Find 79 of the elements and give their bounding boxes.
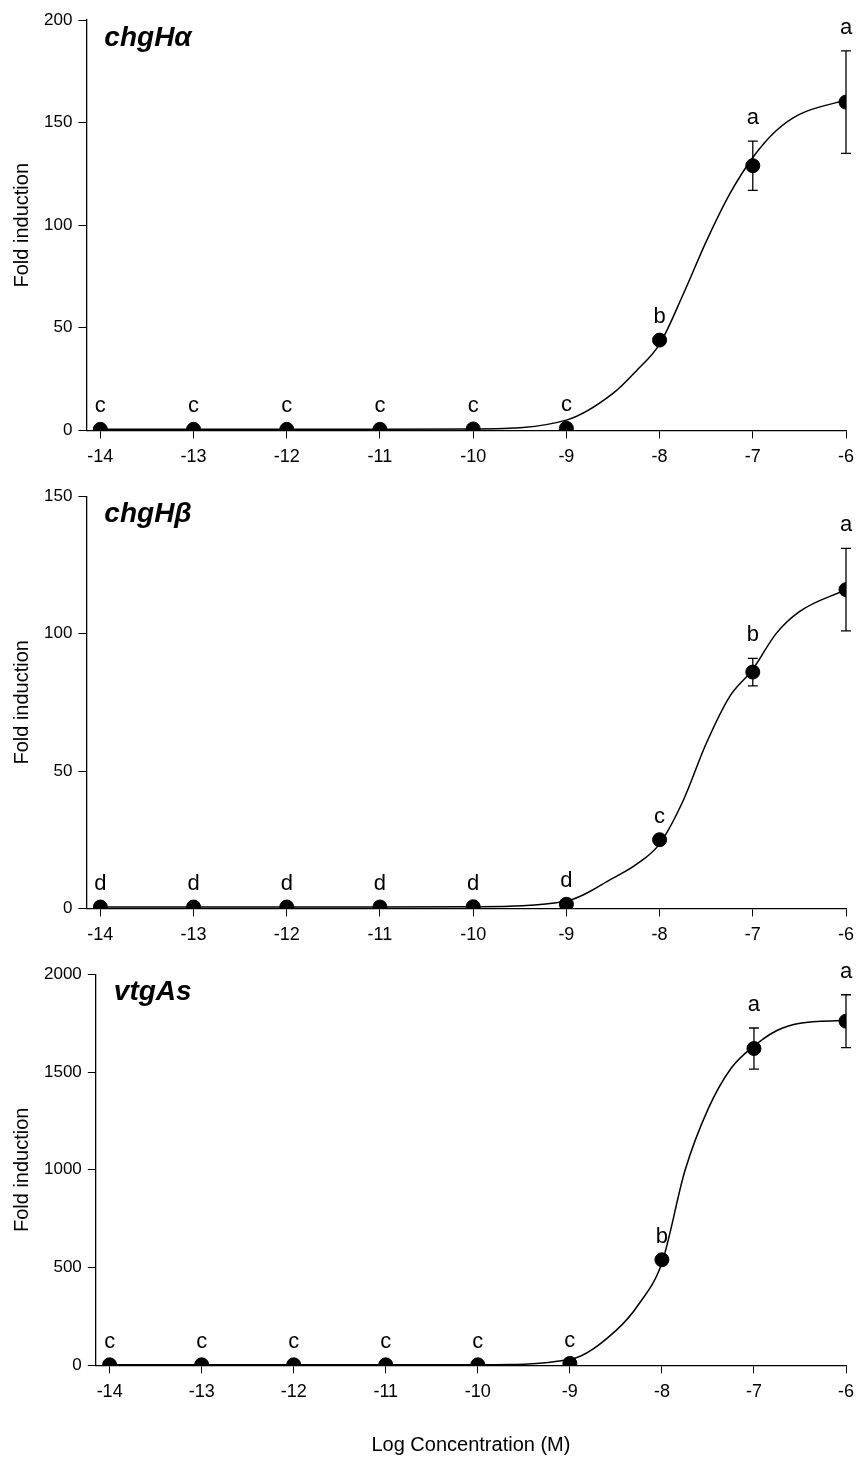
y-tick-label: 0 [62, 898, 73, 918]
annotation: c [281, 392, 293, 418]
y-tick-label: 150 [43, 112, 73, 132]
x-tick-label: -12 [280, 1381, 307, 1402]
x-tick-label: -11 [367, 446, 393, 467]
point [652, 332, 668, 348]
y-axis-title: Fold induction [9, 1107, 32, 1233]
point [745, 664, 761, 680]
annotation: a [839, 957, 853, 983]
y-tick-label: 1500 [43, 1061, 82, 1081]
y-tick-label: 2000 [43, 963, 82, 983]
annotation: d [94, 870, 107, 896]
point [558, 896, 574, 909]
chart-title: chgHβ [104, 496, 192, 528]
x-tick-label: -13 [188, 1381, 215, 1402]
annotation: d [187, 870, 200, 896]
x-tick-label: -13 [180, 446, 207, 467]
y-tick-label: 50 [53, 760, 73, 780]
annotation: c [654, 802, 666, 828]
annotation: a [747, 991, 761, 1017]
annotation: c [188, 392, 200, 418]
x-tick-label: -7 [744, 924, 761, 945]
y-axis-title: Fold induction [9, 640, 32, 765]
annotation: b [653, 303, 666, 329]
x-tick-label: -10 [464, 1381, 491, 1402]
x-tick-label: -12 [273, 924, 300, 945]
x-tick-label: -12 [273, 446, 300, 467]
y-tick-label: 1000 [43, 1159, 82, 1179]
x-tick-label: -6 [837, 924, 855, 945]
y-tick-label: 200 [43, 9, 73, 29]
x-tick-label: -6 [837, 446, 855, 467]
annotation: b [746, 621, 759, 647]
y-axis-title: Fold induction [9, 162, 32, 288]
x-tick-label: -8 [651, 446, 668, 467]
annotation: c [467, 392, 479, 418]
annotation: c [196, 1327, 208, 1353]
annotation: d [560, 867, 573, 893]
x-tick-label: -14 [87, 446, 114, 467]
x-tick-label: -11 [367, 924, 393, 945]
y-tick-label: 0 [72, 1355, 82, 1375]
annotation: c [560, 391, 572, 417]
annotation: c [564, 1326, 576, 1352]
x-tick-label: -9 [558, 446, 575, 467]
chart-title: chgHα [104, 20, 194, 52]
x-tick-label: -7 [744, 446, 761, 467]
point [745, 158, 761, 174]
annotation: c [94, 392, 106, 418]
x-tick-label: -13 [180, 924, 207, 945]
annotation: c [472, 1327, 484, 1353]
annotation: d [373, 870, 387, 896]
annotation: d [467, 869, 480, 895]
x-tick-label: -14 [96, 1381, 123, 1402]
chart-title: vtgAs [113, 974, 192, 1006]
y-tick-label: 500 [53, 1257, 82, 1277]
x-tick-label: -10 [460, 924, 487, 945]
x-axis-title: Log Concentration (M) [371, 1432, 571, 1455]
y-tick-label: 100 [43, 214, 73, 234]
x-tick-label: -11 [373, 1381, 399, 1402]
x-tick-label: -7 [745, 1381, 762, 1402]
y-tick-label: 50 [53, 317, 73, 337]
x-tick-label: -9 [561, 1381, 578, 1402]
annotation: d [280, 870, 293, 896]
x-tick-label: -9 [558, 924, 575, 945]
annotation: a [839, 13, 853, 39]
x-tick-label: -8 [653, 1381, 670, 1402]
x-tick-label: -8 [651, 924, 668, 945]
annotation: b [655, 1222, 669, 1248]
annotation: c [374, 392, 386, 418]
x-tick-label: -6 [837, 1381, 855, 1402]
x-tick-label: -10 [460, 446, 487, 467]
annotation: c [104, 1327, 116, 1353]
annotation: a [746, 104, 760, 130]
annotation: a [839, 511, 853, 537]
annotation: c [288, 1327, 300, 1353]
y-tick-label: 0 [62, 420, 73, 440]
y-tick-label: 150 [43, 485, 73, 505]
x-tick-label: -14 [87, 924, 114, 945]
y-tick-label: 100 [43, 623, 73, 643]
annotation: c [380, 1327, 392, 1353]
